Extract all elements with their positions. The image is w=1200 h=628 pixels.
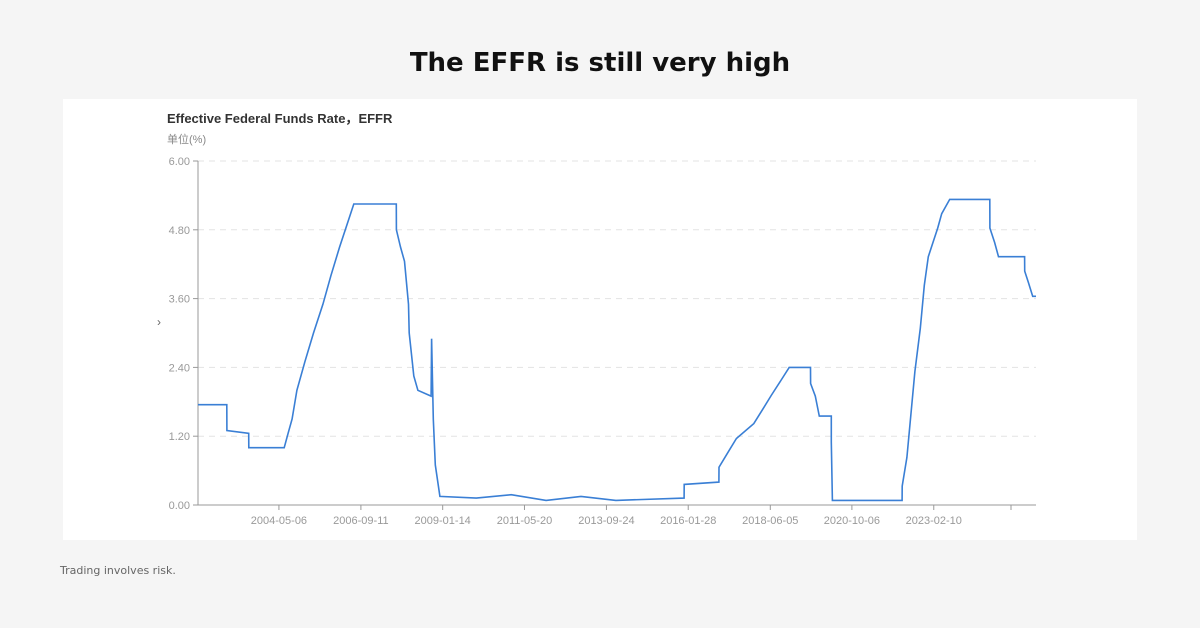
headline: The EFFR is still very high	[409, 48, 791, 78]
chart-title: Effective Federal Funds Rate，EFFR	[167, 111, 393, 126]
y-tick-label: 2.40	[169, 362, 190, 374]
y-unit-label: 单位(%)	[167, 132, 206, 146]
y-tick-label: 4.80	[169, 225, 190, 237]
x-tick-label: 2016-01-28	[660, 515, 716, 527]
disclaimer: Trading involves risk.	[60, 564, 176, 577]
effr-chart: Effective Federal Funds Rate，EFFR 单位(%) …	[157, 111, 1036, 527]
y-tick-label: 3.60	[169, 294, 190, 306]
x-tick-label: 2023-02-10	[906, 515, 962, 527]
x-tick-label: 2011-05-20	[497, 515, 552, 527]
x-tick-label: 2009-01-14	[415, 515, 471, 527]
x-tick-label: 2020-10-06	[824, 515, 880, 527]
expand-arrow-icon[interactable]: ›	[157, 315, 161, 329]
effr-series-line	[198, 198, 1036, 502]
x-tick-label: 2018-06-05	[742, 515, 798, 527]
x-tick-label: 2006-09-11	[333, 515, 388, 527]
chart-card: Effective Federal Funds Rate，EFFR 单位(%) …	[63, 99, 1137, 540]
x-tick-label: 2013-09-24	[578, 515, 634, 527]
y-tick-label: 1.20	[169, 431, 190, 443]
x-tick-label: 2004-05-06	[251, 515, 307, 527]
y-tick-label: 6.00	[169, 156, 190, 168]
y-tick-label: 0.00	[169, 500, 190, 512]
